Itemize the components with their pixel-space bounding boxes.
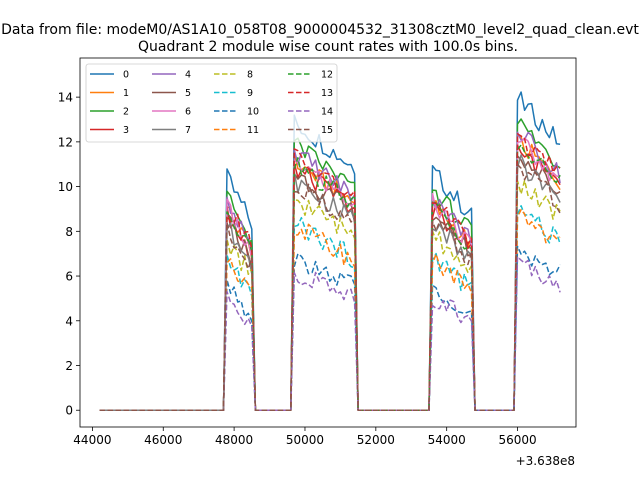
series-lines: [99, 91, 561, 411]
x-tick-label: 46000: [144, 433, 182, 447]
series-line-9: [99, 205, 561, 411]
legend-label-6: 6: [185, 107, 191, 118]
series-line-12: [99, 144, 561, 411]
legend-label-9: 9: [247, 88, 253, 99]
legend-label-15: 15: [321, 125, 333, 136]
y-tick-label: 14: [58, 91, 73, 105]
legend-box: [85, 63, 338, 143]
series-line-6: [99, 137, 561, 411]
series-line-10: [99, 245, 561, 411]
x-tick-label: 56000: [498, 433, 536, 447]
series-line-7: [99, 154, 561, 411]
series-line-15: [99, 163, 561, 411]
y-tick-label: 4: [65, 314, 73, 328]
y-axis: 0 2 4 6 8 10 12 14: [58, 91, 80, 418]
y-tick-label: 12: [58, 135, 73, 149]
y-tick-label: 10: [58, 180, 73, 194]
series-line-2: [99, 118, 561, 411]
legend-label-10: 10: [247, 107, 259, 118]
y-tick-label: 2: [65, 359, 73, 373]
legend-label-2: 2: [123, 107, 129, 118]
x-tick-label: 44000: [73, 433, 111, 447]
x-tick-label: 52000: [357, 433, 395, 447]
legend-label-3: 3: [123, 125, 129, 136]
y-tick-label: 0: [65, 404, 73, 418]
legend-label-7: 7: [185, 125, 191, 136]
legend-label-8: 8: [247, 70, 253, 81]
legend-label-14: 14: [321, 107, 333, 118]
x-axis: 44000 46000 48000 50000 52000 54000 56000: [73, 427, 537, 447]
x-tick-label: 54000: [428, 433, 466, 447]
legend-label-13: 13: [321, 88, 333, 99]
figure-suptitle: Data from file: modeM0/AS1A10_058T08_900…: [1, 22, 639, 38]
x-axis-offset-label: +3.638e8: [516, 454, 575, 468]
legend-label-12: 12: [321, 70, 333, 81]
legend-label-11: 11: [247, 125, 259, 136]
legend-label-1: 1: [123, 88, 129, 99]
legend-label-5: 5: [185, 88, 191, 99]
legend-label-4: 4: [185, 70, 191, 81]
y-tick-label: 6: [65, 270, 73, 284]
series-line-4: [99, 131, 561, 411]
series-line-5: [99, 155, 561, 411]
plot-frame: [79, 57, 577, 428]
x-tick-label: 48000: [215, 433, 253, 447]
y-tick-label: 8: [65, 225, 73, 239]
x-tick-label: 50000: [286, 433, 324, 447]
legend-label-0: 0: [123, 70, 129, 81]
chart-title: Quadrant 2 module wise count rates with …: [138, 39, 518, 55]
series-line-11: [99, 208, 561, 411]
